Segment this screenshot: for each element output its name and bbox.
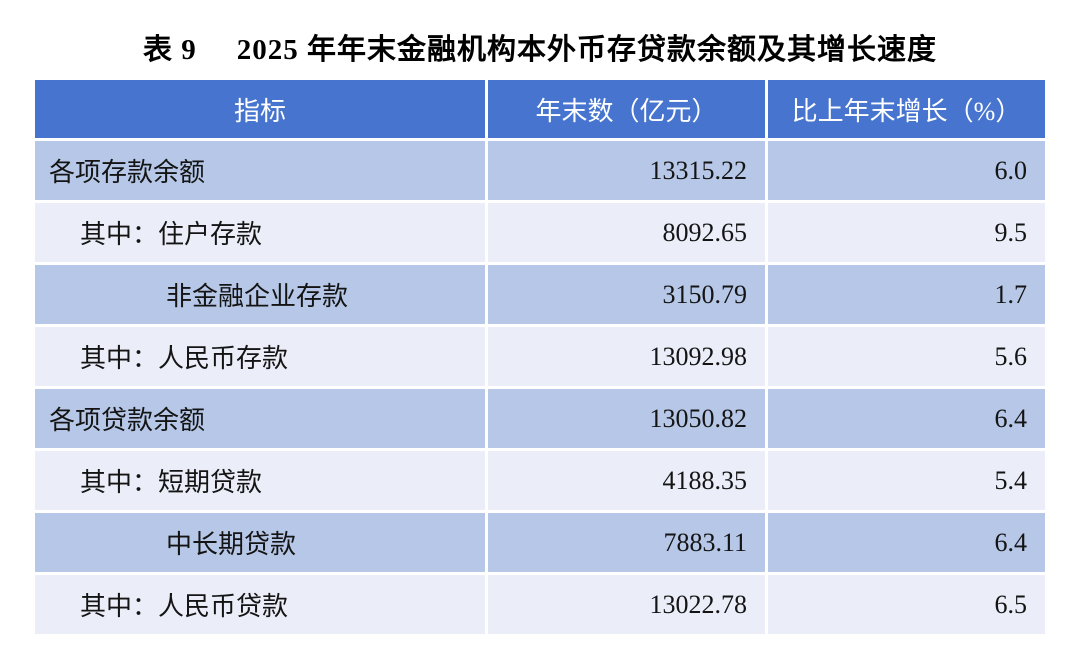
table-cell-value: 13092.98 bbox=[488, 327, 765, 386]
table-cell-value: 4188.35 bbox=[488, 451, 765, 510]
table-number-label: 表 9 bbox=[142, 34, 197, 66]
table-cell-indicator: 其中：短期贷款 bbox=[35, 451, 485, 510]
table-cell-value: 13050.82 bbox=[488, 389, 765, 448]
table-cell-growth: 6.4 bbox=[768, 513, 1045, 572]
table-cell-indicator: 其中：人民币贷款 bbox=[35, 575, 485, 634]
table-cell-indicator: 各项贷款余额 bbox=[35, 389, 485, 448]
table-title-text: 2025 年年末金融机构本外币存贷款余额及其增长速度 bbox=[236, 34, 938, 66]
table-cell-value: 3150.79 bbox=[488, 265, 765, 324]
table-cell-growth: 5.4 bbox=[768, 451, 1045, 510]
table-cell-growth: 6.5 bbox=[768, 575, 1045, 634]
table-cell-value: 13315.22 bbox=[488, 141, 765, 200]
table-cell-indicator: 其中：住户存款 bbox=[35, 203, 485, 262]
table-cell-indicator: 中长期贷款 bbox=[35, 513, 485, 572]
table-cell-indicator: 其中：人民币存款 bbox=[35, 327, 485, 386]
column-header-year-end-value: 年末数（亿元） bbox=[488, 80, 765, 138]
table-cell-growth: 5.6 bbox=[768, 327, 1045, 386]
table-cell-value: 7883.11 bbox=[488, 513, 765, 572]
table-cell-value: 13022.78 bbox=[488, 575, 765, 634]
deposits-loans-table: 指标 年末数（亿元） 比上年末增长（%） 各项存款余额 13315.22 6.0… bbox=[35, 80, 1045, 634]
column-header-indicator: 指标 bbox=[35, 80, 485, 138]
table-cell-growth: 9.5 bbox=[768, 203, 1045, 262]
table-cell-growth: 6.0 bbox=[768, 141, 1045, 200]
table-cell-growth: 6.4 bbox=[768, 389, 1045, 448]
table-cell-growth: 1.7 bbox=[768, 265, 1045, 324]
table-cell-indicator: 非金融企业存款 bbox=[35, 265, 485, 324]
table-title: 表 9 2025 年年末金融机构本外币存贷款余额及其增长速度 bbox=[0, 26, 1080, 68]
table-cell-indicator: 各项存款余额 bbox=[35, 141, 485, 200]
column-header-growth: 比上年末增长（%） bbox=[768, 80, 1045, 138]
table-cell-value: 8092.65 bbox=[488, 203, 765, 262]
